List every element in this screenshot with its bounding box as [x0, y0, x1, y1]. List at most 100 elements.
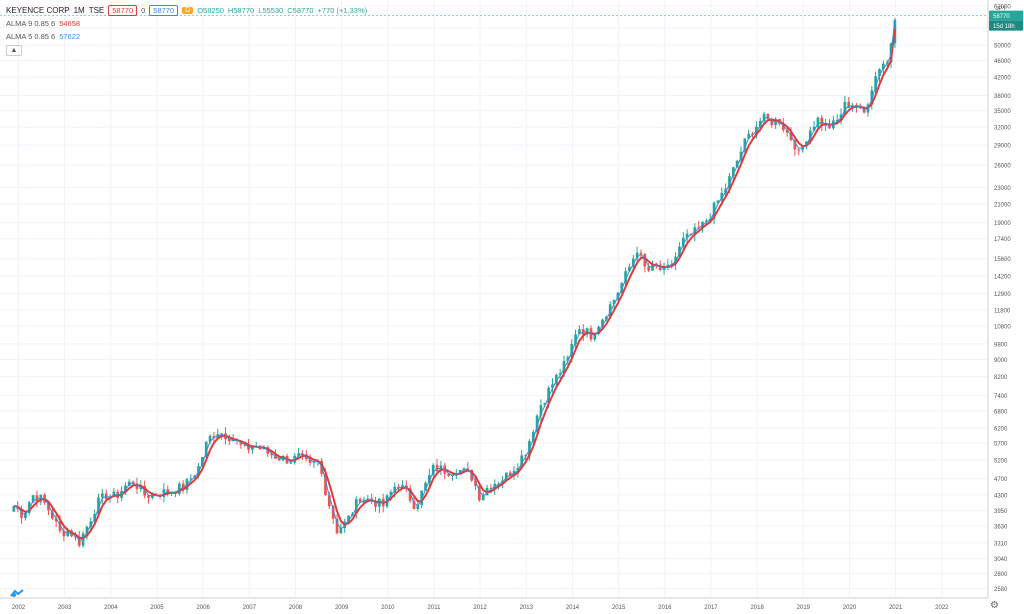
- candle-body: [535, 415, 539, 433]
- open-value: O58250: [197, 6, 224, 15]
- indicator-row-alma-9[interactable]: ALMA 9 0.85 6 54658: [6, 17, 367, 30]
- y-tick-label: 2800: [994, 572, 1008, 578]
- y-tick-label: 3950: [994, 509, 1008, 515]
- x-tick-label: 2021: [889, 605, 903, 611]
- candle-body: [728, 176, 731, 189]
- candle-body: [781, 124, 785, 131]
- x-tick-label: 2002: [12, 605, 26, 611]
- y-tick-label: 9000: [994, 358, 1008, 364]
- indicator-value: 57622: [59, 32, 81, 41]
- candle-body: [743, 138, 747, 152]
- candle-body: [470, 469, 474, 481]
- y-tick-label: 14200: [994, 274, 1011, 280]
- x-tick-label: 2007: [243, 605, 257, 611]
- candle-body: [308, 459, 312, 463]
- candle-body: [870, 90, 874, 105]
- candle-body: [797, 149, 801, 151]
- y-tick-label: 17400: [994, 237, 1011, 243]
- candle-body: [504, 472, 508, 481]
- candle-body: [658, 264, 662, 271]
- candle-body: [762, 114, 766, 121]
- alma-9-line: [13, 28, 896, 540]
- x-tick-label: 2004: [104, 605, 118, 611]
- candle-body: [135, 483, 139, 490]
- chevron-up-icon: ▲: [10, 47, 18, 54]
- candle-body: [462, 468, 466, 470]
- x-tick-label: 2014: [566, 605, 580, 611]
- candle-body: [289, 462, 293, 464]
- price-axis[interactable]: 2580 2800 3040 3310 3630 3950 4300 4700 5200 5700…: [987, 0, 1011, 598]
- gear-icon[interactable]: ⚙: [990, 600, 999, 611]
- sell-price-pill[interactable]: 58770: [108, 5, 138, 16]
- candle-body: [74, 536, 77, 538]
- candle-body: [712, 202, 716, 220]
- candle-body: [227, 439, 231, 442]
- candle-body: [481, 495, 485, 501]
- indicator-row-alma-5[interactable]: ALMA 5 0.85 6 57622: [6, 30, 367, 43]
- interval[interactable]: 1M: [73, 6, 85, 15]
- candle-body: [478, 485, 481, 501]
- candle-body: [181, 483, 185, 490]
- candle-body: [27, 502, 31, 513]
- candle-body: [62, 530, 66, 537]
- candle-body: [524, 455, 527, 457]
- y-tick-label: 12900: [994, 292, 1011, 298]
- y-tick-label: 5200: [994, 459, 1008, 465]
- candle-body: [177, 483, 181, 494]
- candle-body: [393, 486, 397, 492]
- candle-body: [247, 444, 250, 450]
- chart-grid: [0, 0, 988, 598]
- candle-body: [389, 491, 393, 496]
- y-tick-label: 8200: [994, 375, 1008, 381]
- candle-body: [54, 518, 58, 522]
- candle-body: [397, 486, 400, 489]
- candle-body: [812, 126, 816, 131]
- candle-body: [685, 233, 689, 238]
- candle-body: [716, 200, 720, 203]
- candle-body: [531, 432, 535, 442]
- candle-body: [789, 132, 793, 140]
- x-tick-label: 2005: [150, 605, 164, 611]
- buy-price-pill[interactable]: 58770: [149, 5, 179, 16]
- candle-body: [874, 76, 878, 91]
- candle-body: [347, 515, 350, 522]
- indicator-label: ALMA 9 0.85 6: [6, 19, 56, 28]
- collapse-legend-button[interactable]: ▲: [6, 45, 22, 56]
- candle-body: [735, 160, 739, 168]
- tradingview-logo-icon[interactable]: [10, 584, 24, 602]
- candle-body: [616, 292, 620, 300]
- candle-body: [720, 192, 724, 201]
- candle-body: [97, 497, 100, 514]
- candle-body: [474, 480, 477, 486]
- candle-body: [358, 499, 362, 503]
- y-tick-label: 11800: [994, 308, 1011, 314]
- candle-body: [124, 485, 127, 491]
- candle-body: [324, 473, 327, 496]
- y-tick-label: 21000: [994, 203, 1011, 209]
- candle-body: [489, 487, 493, 489]
- symbol-name[interactable]: KEYENCE CORP: [6, 6, 70, 15]
- candle-body: [647, 266, 651, 271]
- candle-body: [862, 107, 866, 113]
- candle-body: [543, 402, 547, 406]
- low-value: L55530: [258, 6, 284, 15]
- time-axis[interactable]: 2002 2003 2004 2005 2006 2007 2008 2009 2010 2011…: [0, 597, 988, 611]
- candle-body: [204, 441, 208, 458]
- candle-body: [24, 512, 27, 518]
- candle-body: [878, 69, 881, 77]
- candle-body: [435, 464, 439, 472]
- candle-body: [297, 453, 300, 456]
- candle-body: [697, 227, 701, 229]
- x-tick-label: 2013: [520, 605, 534, 611]
- data-badge: D: [182, 7, 194, 14]
- candle-body: [655, 263, 658, 265]
- candle-body: [635, 252, 639, 259]
- currency-label: JPY: [996, 6, 1006, 12]
- candle-body: [58, 521, 62, 531]
- y-tick-label: 5700: [994, 442, 1008, 448]
- candle-body: [739, 151, 743, 161]
- y-tick-label: 3310: [994, 541, 1008, 547]
- candle-body: [354, 499, 358, 514]
- countdown-text: 15d 18h: [993, 24, 1015, 30]
